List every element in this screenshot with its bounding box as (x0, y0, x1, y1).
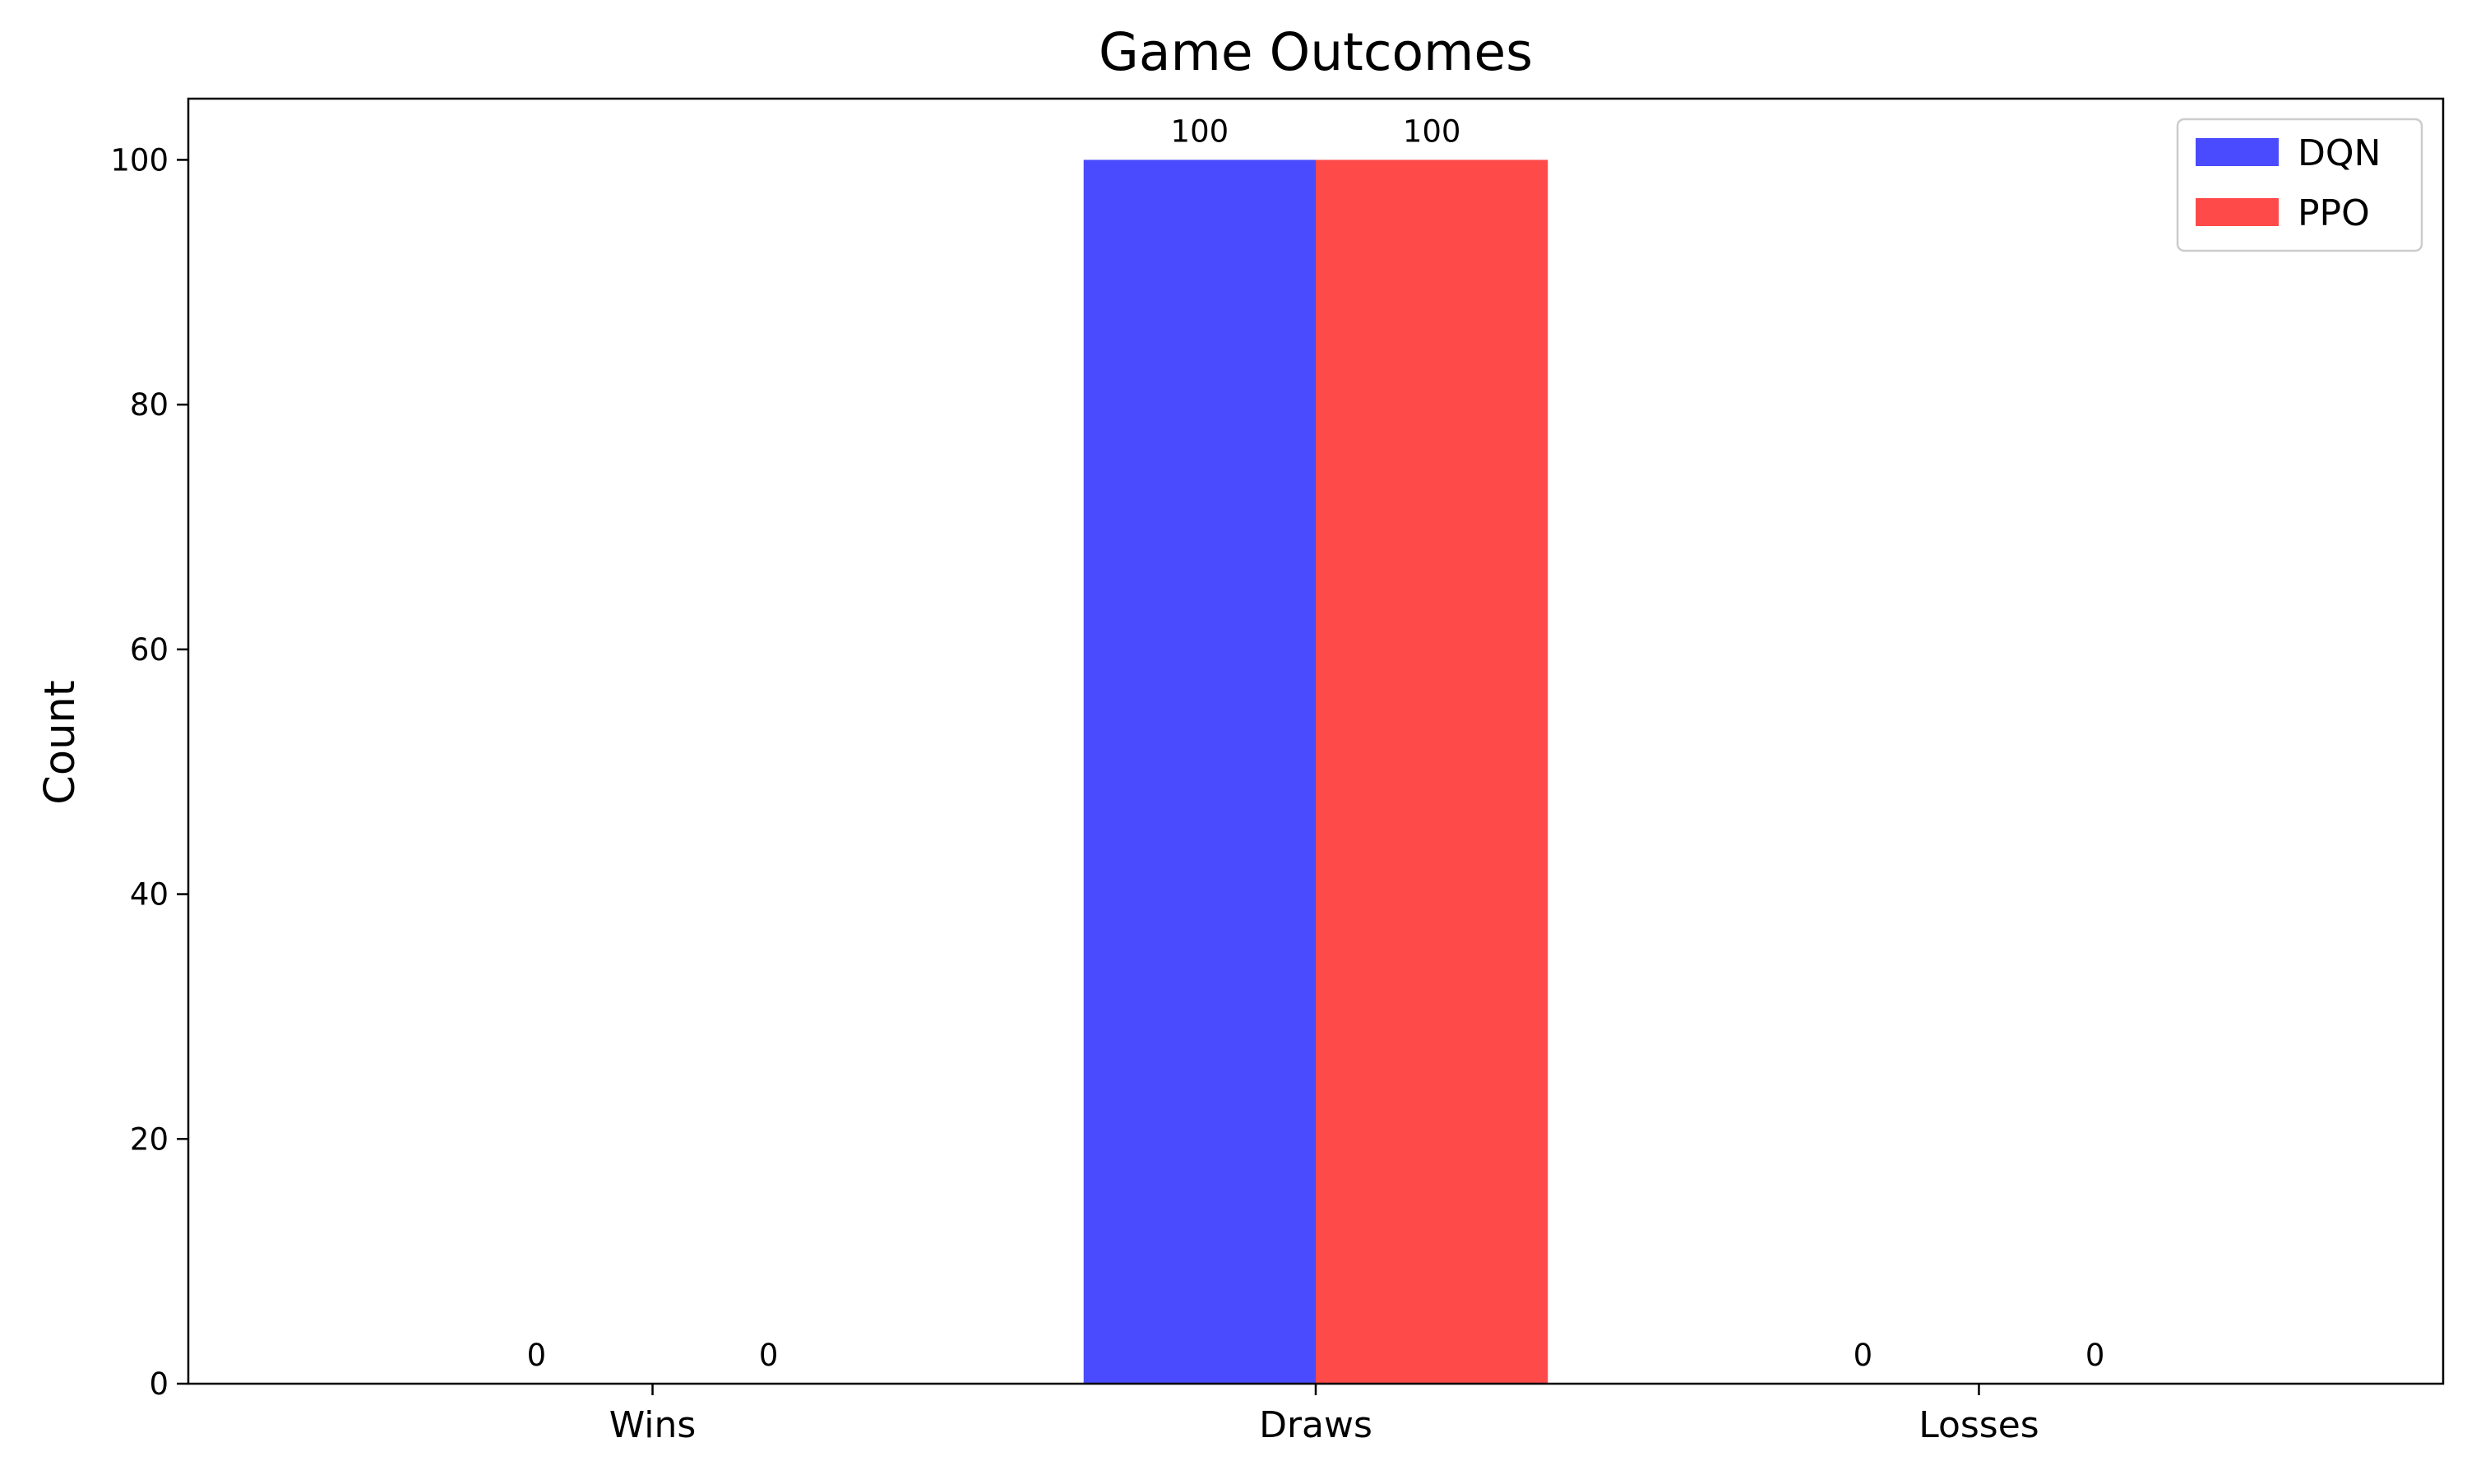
legend-swatch-ppo (2196, 198, 2279, 226)
legend-label-ppo: PPO (2298, 192, 2370, 234)
plot-frame (187, 97, 2445, 1385)
y-axis-label: Count (36, 680, 85, 804)
y-tick-label-60: 60 (130, 632, 169, 668)
bar-ppo-draws (1316, 159, 1548, 1384)
x-tick-label-draws: Draws (1259, 1404, 1372, 1446)
y-tick-label-40: 40 (130, 877, 169, 913)
ticks-layer: Wins Draws Losses 0 20 40 60 80 100 (110, 142, 2039, 1446)
legend-swatch-dqn (2196, 138, 2279, 166)
y-tick-label-100: 100 (110, 142, 169, 178)
data-label-ppo-losses: 0 (2085, 1338, 2105, 1373)
data-label-dqn-wins: 0 (527, 1338, 547, 1373)
legend-label-dqn: DQN (2298, 132, 2381, 174)
data-labels-layer: 0 100 0 0 100 0 (527, 113, 2105, 1373)
y-tick-label-20: 20 (130, 1121, 169, 1157)
bar-dqn-draws (1083, 159, 1316, 1384)
data-label-ppo-wins: 0 (759, 1338, 779, 1373)
data-label-dqn-draws: 100 (1171, 113, 1229, 149)
data-label-ppo-draws: 100 (1403, 113, 1461, 149)
data-label-dqn-losses: 0 (1854, 1338, 1873, 1373)
legend: DQN PPO (2176, 118, 2423, 252)
x-tick-label-losses: Losses (1919, 1404, 2039, 1446)
y-tick-label-80: 80 (130, 387, 169, 423)
chart-title: Game Outcomes (1099, 22, 1533, 82)
bars-layer (1083, 159, 1548, 1384)
y-tick-label-0: 0 (149, 1366, 169, 1402)
x-tick-label-wins: Wins (609, 1404, 697, 1446)
